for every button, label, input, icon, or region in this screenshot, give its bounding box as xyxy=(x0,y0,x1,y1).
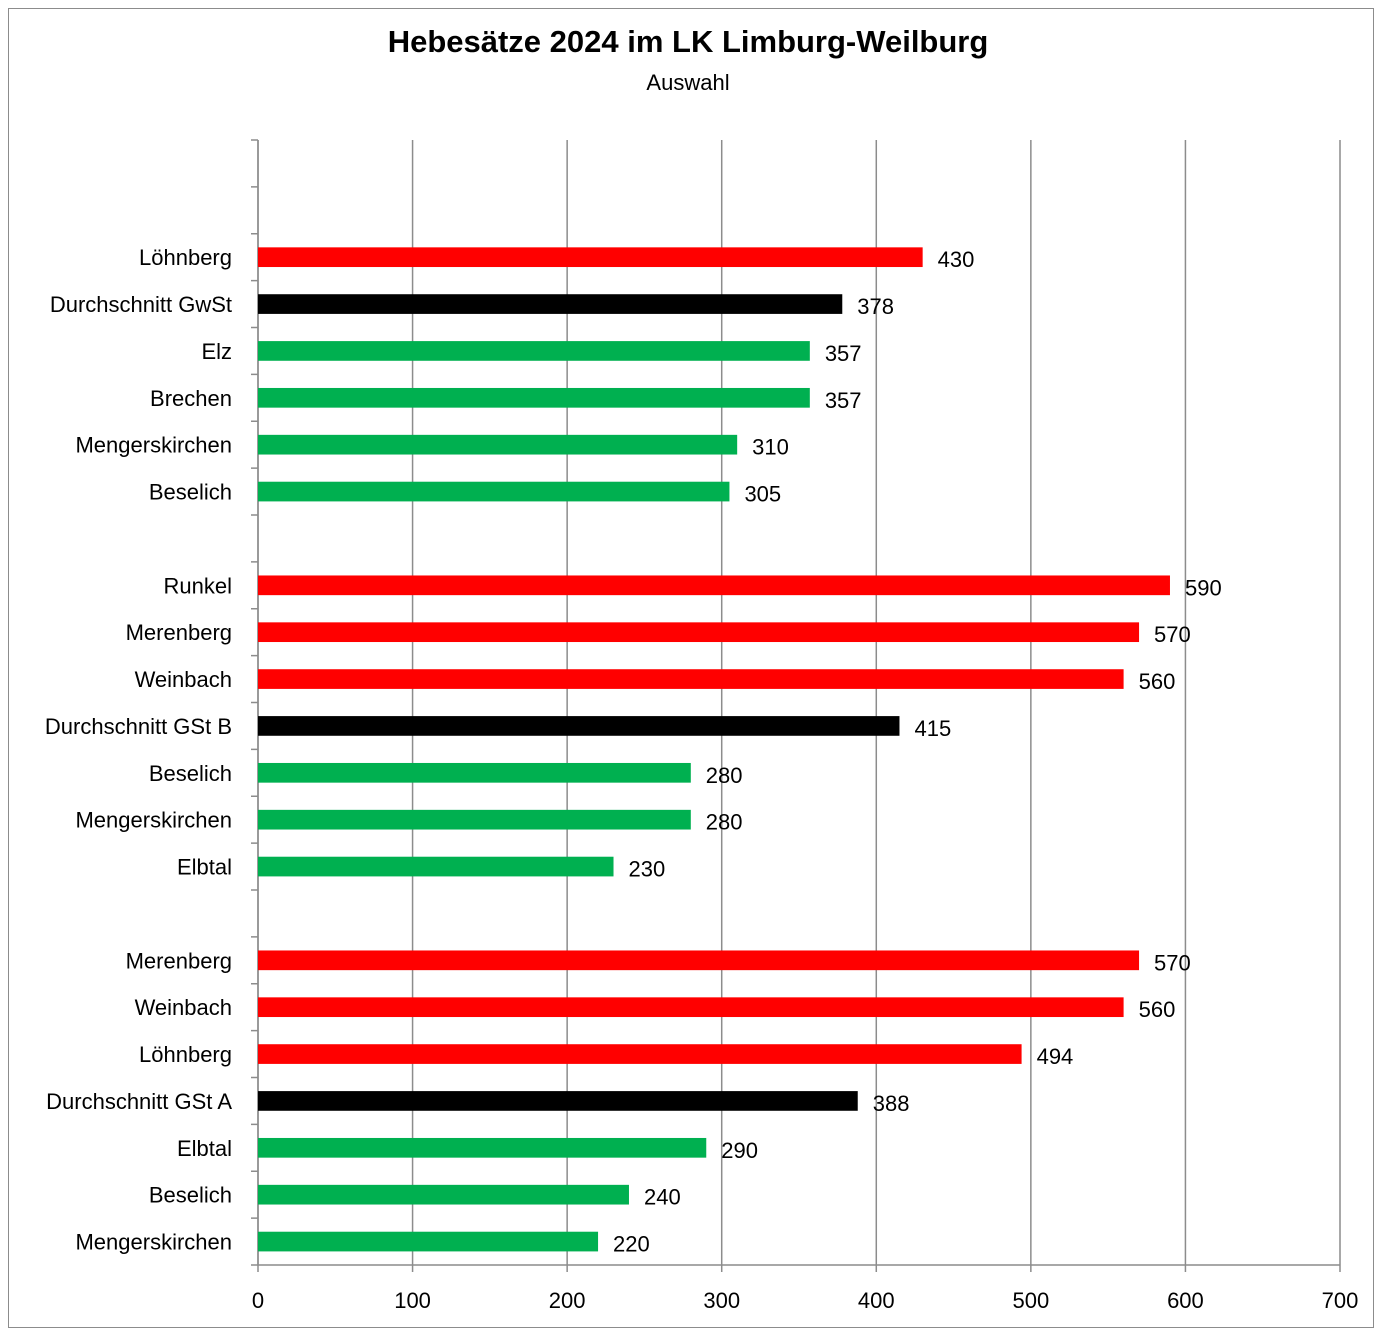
bar xyxy=(258,481,730,502)
data-label: 378 xyxy=(857,294,894,319)
bar xyxy=(258,856,614,877)
bar xyxy=(258,669,1124,689)
data-label: 280 xyxy=(706,810,743,835)
category-label: Beselich xyxy=(149,480,232,505)
data-label: 357 xyxy=(825,388,862,413)
category-label: Beselich xyxy=(149,1183,232,1208)
data-label: 310 xyxy=(752,435,789,460)
data-label: 230 xyxy=(629,857,666,882)
bar xyxy=(258,716,900,736)
category-label: Weinbach xyxy=(135,995,232,1020)
chart-title: Hebesätze 2024 im LK Limburg-Weilburg xyxy=(387,24,989,59)
bar xyxy=(258,1044,1022,1064)
x-tick-label: 500 xyxy=(1012,1288,1049,1313)
bar xyxy=(258,434,738,455)
bar xyxy=(258,997,1124,1018)
x-tick-label: 300 xyxy=(703,1288,740,1313)
data-label: 388 xyxy=(873,1091,910,1116)
category-label: Elz xyxy=(201,339,232,364)
category-label: Elbtal xyxy=(177,1136,232,1161)
bar xyxy=(258,950,1140,971)
bar xyxy=(258,1091,858,1111)
bar xyxy=(258,809,691,830)
data-label: 280 xyxy=(706,763,743,788)
data-label: 290 xyxy=(721,1138,758,1163)
chart-subtitle: Auswahl xyxy=(646,70,730,95)
category-label: Durchschnitt GwSt xyxy=(50,292,232,317)
data-label: 590 xyxy=(1185,575,1222,600)
category-label: Löhnberg xyxy=(139,245,232,270)
bar xyxy=(258,387,810,408)
category-label: Weinbach xyxy=(135,667,232,692)
category-label: Löhnberg xyxy=(139,1042,232,1067)
axes xyxy=(251,139,1341,1272)
category-label: Runkel xyxy=(164,573,232,598)
bars xyxy=(258,247,1170,1252)
category-label: Merenberg xyxy=(126,620,232,645)
data-label: 220 xyxy=(613,1232,650,1257)
data-label: 430 xyxy=(938,247,975,272)
x-tick-label: 0 xyxy=(252,1288,264,1313)
bar xyxy=(258,341,810,361)
category-label: Beselich xyxy=(149,761,232,786)
x-tick-label: 400 xyxy=(858,1288,895,1313)
category-label: Durchschnitt GSt B xyxy=(45,714,232,739)
data-label: 570 xyxy=(1154,622,1191,647)
category-label: Mengerskirchen xyxy=(75,1230,232,1255)
bar xyxy=(258,622,1140,643)
data-label: 560 xyxy=(1139,997,1176,1022)
x-tick-label: 200 xyxy=(549,1288,586,1313)
bar xyxy=(258,294,843,314)
category-label: Durchschnitt GSt A xyxy=(46,1089,232,1114)
data-label: 240 xyxy=(644,1185,681,1210)
data-label: 494 xyxy=(1037,1044,1074,1069)
data-label: 357 xyxy=(825,341,862,366)
bar xyxy=(258,1231,599,1252)
data-label: 415 xyxy=(914,716,951,741)
data-label: 570 xyxy=(1154,950,1191,975)
bar xyxy=(258,1184,629,1205)
data-label: 560 xyxy=(1139,669,1176,694)
category-label: Mengerskirchen xyxy=(75,808,232,833)
bar xyxy=(258,1137,707,1158)
category-label: Merenberg xyxy=(126,948,232,973)
x-tick-label: 600 xyxy=(1167,1288,1204,1313)
bar xyxy=(258,247,923,268)
labels: 0 100 200 300 400 500 600 700 Löhnberg 430 Durchsc… xyxy=(45,245,1358,1313)
data-label: 305 xyxy=(744,482,781,507)
bar xyxy=(258,575,1170,596)
category-label: Brechen xyxy=(150,386,232,411)
x-tick-label: 100 xyxy=(394,1288,431,1313)
x-tick-label: 700 xyxy=(1322,1288,1359,1313)
bar xyxy=(258,762,691,783)
category-label: Elbtal xyxy=(177,855,232,880)
category-label: Mengerskirchen xyxy=(75,433,232,458)
